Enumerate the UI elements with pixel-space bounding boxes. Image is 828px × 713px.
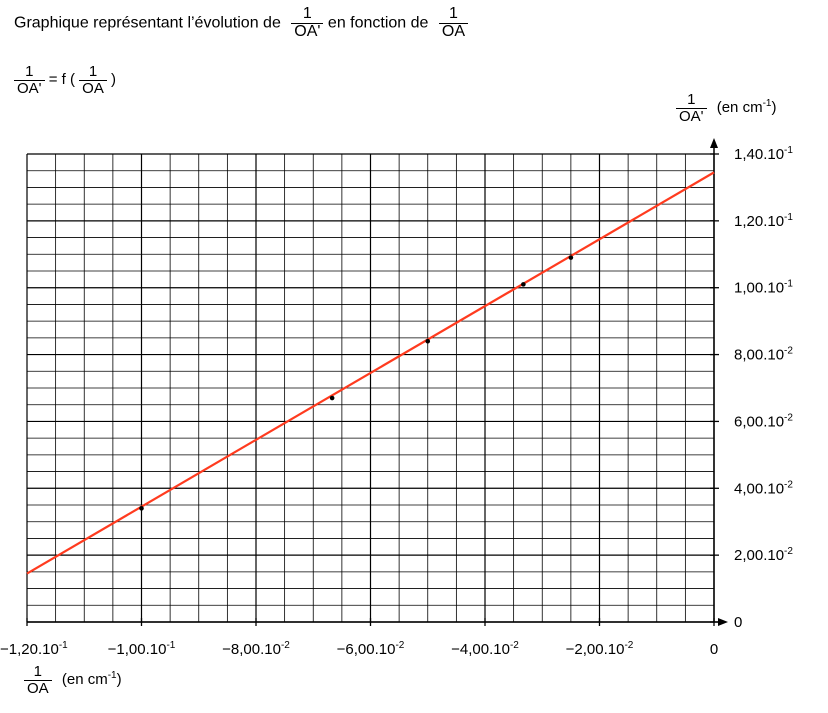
title-frac1-num: 1 (302, 5, 312, 22)
relation-frac1-den: OA' (14, 79, 45, 97)
y-label-num: 1 (687, 91, 696, 108)
y-axis-label: 1 OA' (en cm-1) (676, 92, 776, 125)
x-tick-label: −2,00.10-2 (566, 640, 634, 658)
x-tick-label: −1,20.10-1 (0, 640, 68, 658)
title-fraction-oa-prime: 1 OA' (291, 5, 324, 41)
chart-title: Graphique représentant l’évolution de 1 … (14, 5, 469, 41)
x-label-fraction: 1 OA (24, 664, 52, 697)
grid-lines (26, 153, 715, 623)
relation-close: ) (111, 71, 117, 89)
x-tick-label: −1,00.10-1 (108, 640, 176, 658)
x-tick-label: −6,00.10-2 (337, 640, 405, 658)
title-frac1-den: OA' (291, 22, 324, 41)
relation-frac1-num: 1 (25, 63, 34, 80)
axes (26, 138, 728, 626)
x-label-den: OA (24, 679, 52, 697)
relation-formula: 1 OA' = f ( 1 OA ) (14, 64, 116, 97)
y-tick-label: 6,00.10-2 (734, 412, 793, 430)
y-label-unit: (en cm-1) (716, 98, 777, 117)
y-tick-label: 8,00.10-2 (734, 346, 793, 364)
x-tick-label: −4,00.10-2 (451, 640, 519, 658)
y-label-den: OA' (676, 107, 707, 125)
title-mid: en fonction de (327, 14, 429, 32)
data-point (425, 338, 431, 344)
data-points (139, 255, 574, 511)
y-tick-label: 1,00.10-1 (734, 279, 793, 297)
y-axis-arrow-icon (710, 138, 718, 148)
y-tick-label: 1,20.10-1 (734, 212, 793, 230)
y-tick-label: 4,00.10-2 (734, 479, 793, 497)
y-tick-label: 0 (734, 614, 742, 631)
relation-frac2-den: OA (79, 79, 107, 97)
relation-eq: = f ( (48, 71, 75, 89)
data-point (139, 506, 144, 511)
data-point (568, 255, 574, 260)
tick-labels: −1,20.10-1 −1,00.10-1 −8,00.10-2 −6,00.10-2… (0, 145, 793, 658)
title-frac2-num: 1 (449, 5, 458, 22)
relation-frac2-num: 1 (88, 63, 98, 80)
title-frac2-den: OA (438, 22, 469, 41)
data-point (521, 282, 526, 287)
x-tick-label: −8,00.10-2 (222, 640, 290, 658)
x-label-num: 1 (33, 663, 43, 680)
x-label-unit: (en cm-1) (61, 670, 122, 689)
title-prefix: Graphique représentant l’évolution de (14, 14, 281, 32)
relation-frac-oa-prime: 1 OA' (14, 64, 45, 97)
x-axis-label: 1 OA (en cm-1) (24, 664, 122, 697)
y-tick-label: 1,40.10-1 (734, 145, 793, 163)
title-fraction-oa: 1 OA (438, 5, 469, 41)
x-axis-arrow-icon (718, 618, 728, 626)
y-tick-label: 2,00.10-2 (734, 546, 793, 564)
x-tick-label: 0 (710, 641, 718, 658)
y-label-fraction: 1 OA' (676, 92, 707, 125)
relation-frac-oa: 1 OA (79, 64, 107, 97)
data-point (329, 395, 335, 401)
